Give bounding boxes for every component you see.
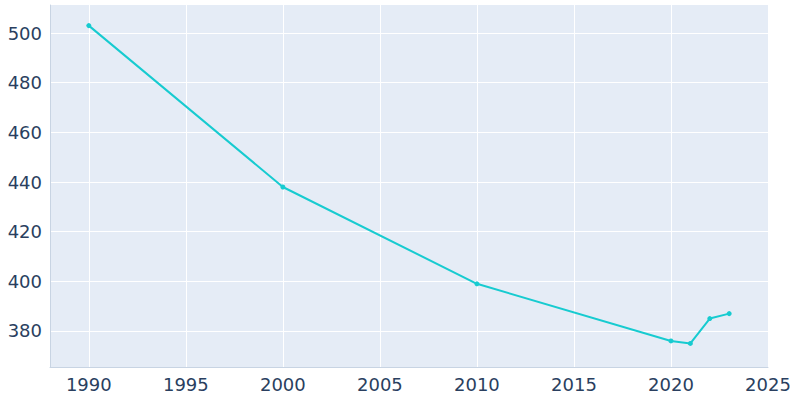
svg-text:2005: 2005 [357, 374, 403, 395]
svg-text:2020: 2020 [648, 374, 694, 395]
svg-text:380: 380 [8, 320, 42, 341]
svg-text:480: 480 [8, 72, 42, 93]
svg-text:460: 460 [8, 122, 42, 143]
svg-text:2025: 2025 [745, 374, 791, 395]
svg-text:1995: 1995 [163, 374, 209, 395]
svg-text:2000: 2000 [260, 374, 306, 395]
svg-text:1990: 1990 [66, 374, 112, 395]
svg-text:400: 400 [8, 271, 42, 292]
svg-text:440: 440 [8, 172, 42, 193]
svg-text:2010: 2010 [454, 374, 500, 395]
svg-text:2015: 2015 [551, 374, 597, 395]
svg-text:500: 500 [8, 23, 42, 44]
svg-text:420: 420 [8, 221, 42, 242]
